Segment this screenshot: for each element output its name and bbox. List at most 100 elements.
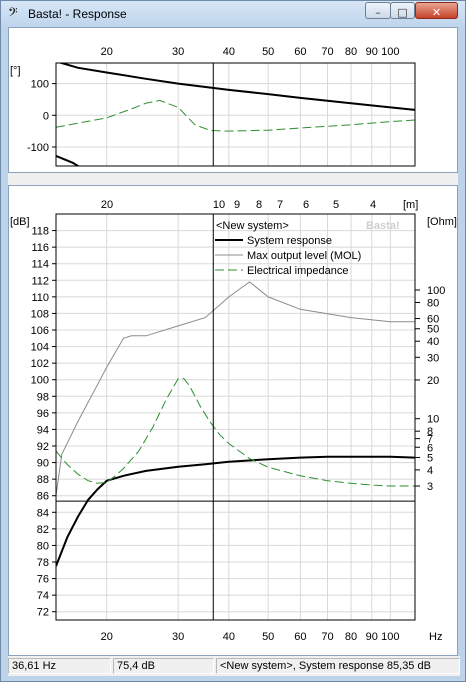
db-tick-label: 106 (31, 325, 49, 337)
wavelength-tick-label: 4 (370, 199, 376, 211)
window-title: Basta! - Response (28, 7, 127, 21)
ohm-axis-label: [Ohm] (427, 216, 457, 228)
db-tick-label: 92 (37, 441, 49, 453)
ohm-tick-label: 6 (427, 442, 433, 454)
system-response-line (56, 455, 415, 567)
db-tick-label: 74 (37, 590, 49, 602)
legend-title: <New system> (216, 220, 289, 232)
phase-x-tick-label: 20 (101, 46, 113, 58)
ohm-tick-label: 20 (427, 375, 439, 387)
ohm-tick-label: 100 (427, 285, 445, 297)
db-tick-label: 114 (31, 259, 49, 271)
ohm-tick-label: 40 (427, 336, 439, 348)
minimize-icon: – (375, 6, 381, 19)
response-x-tick-label: 90 (366, 631, 378, 643)
wavelength-tick-label: 5 (333, 199, 339, 211)
ohm-tick-label: 50 (427, 324, 439, 336)
db-tick-label: 116 (31, 242, 49, 254)
db-tick-label: 80 (37, 540, 49, 552)
phase-x-tick-label: 80 (345, 46, 357, 58)
wavelength-axis-label: [m] (403, 199, 418, 211)
response-x-tick-label: 20 (101, 631, 113, 643)
wavelength-tick-label: 8 (256, 199, 262, 211)
title-bar[interactable]: 𝄢 Basta! - Response – □ ✕ (1, 1, 465, 27)
phase-response-line (57, 63, 415, 111)
close-icon: ✕ (431, 6, 442, 19)
wavelength-tick-label: 7 (277, 199, 283, 211)
wavelength-tick-label: 10 (213, 199, 225, 211)
ohm-tick-label: 10 (427, 414, 439, 426)
status-bar: 36,61 Hz 75,4 dB <New system>, System re… (8, 656, 460, 676)
watermark: Basta! (366, 220, 400, 232)
response-x-tick-label: 50 (262, 631, 274, 643)
phase-y-tick-label: 100 (31, 79, 49, 91)
maximize-button[interactable]: □ (390, 2, 415, 19)
status-frequency: 36,61 Hz (8, 658, 111, 674)
maximize-icon: □ (397, 6, 408, 19)
status-level: 75,4 dB (113, 658, 214, 674)
response-x-tick-label: 60 (294, 631, 306, 643)
db-tick-label: 104 (31, 342, 49, 354)
phase-axis-label: [°] (10, 65, 21, 77)
phase-x-tick-label: 40 (223, 46, 235, 58)
legend-impedance: Electrical impedance (247, 265, 349, 277)
phase-response-wrap-line (56, 154, 80, 166)
status-info: <New system>, System response 85,35 dB (216, 658, 460, 674)
ohm-tick-label: 7 (427, 434, 433, 446)
ohm-tick-label: 80 (427, 297, 439, 309)
ohm-tick-label: 4 (427, 465, 433, 477)
db-tick-label: 100 (31, 375, 49, 387)
db-tick-label: 86 (37, 491, 49, 503)
phase-y-tick-label: 0 (43, 110, 49, 122)
phase-x-tick-label: 90 (366, 46, 378, 58)
phase-x-tick-label: 100 (381, 46, 399, 58)
response-plot-frame (55, 213, 416, 621)
ohm-tick-label: 8 (427, 426, 433, 438)
phase-impedance-line (56, 99, 415, 132)
ohm-tick-label: 30 (427, 352, 439, 364)
wavelength-tick-label: 20 (101, 199, 113, 211)
response-x-tick-label: 40 (223, 631, 235, 643)
db-tick-label: 112 (31, 275, 49, 287)
impedance-line (56, 378, 415, 487)
db-tick-label: 94 (37, 424, 49, 436)
minimize-button[interactable]: – (365, 2, 391, 19)
phase-x-tick-label: 30 (172, 46, 184, 58)
phase-x-tick-label: 50 (262, 46, 274, 58)
response-x-tick-label: 70 (321, 631, 333, 643)
db-tick-label: 102 (31, 358, 49, 370)
response-x-tick-label: 100 (381, 631, 399, 643)
db-tick-label: 88 (37, 474, 49, 486)
phase-x-tick-label: 70 (321, 46, 333, 58)
phase-panel[interactable]: 20 30 40 50 60 70 80 90 100 100 0 -100 [°] (8, 27, 458, 173)
x-unit-label: Hz (429, 631, 442, 643)
legend-response: System response (247, 235, 332, 247)
ohm-tick-label: 5 (427, 452, 433, 464)
panel-splitter[interactable] (8, 173, 458, 185)
wavelength-tick-label: 6 (303, 199, 309, 211)
phase-x-tick-label: 60 (294, 46, 306, 58)
mol-line (56, 281, 415, 496)
db-tick-label: 110 (31, 292, 49, 304)
ohm-tick-label: 60 (427, 314, 439, 326)
close-button[interactable]: ✕ (415, 2, 458, 19)
db-tick-label: 96 (37, 408, 49, 420)
bass-clef-icon: 𝄢 (8, 5, 18, 23)
db-tick-label: 108 (31, 308, 49, 320)
db-tick-label: 98 (37, 391, 49, 403)
ohm-tick-label: 3 (427, 481, 433, 493)
legend-mol: Max output level (MOL) (247, 250, 361, 262)
db-tick-label: 90 (37, 458, 49, 470)
phase-y-tick-label: -100 (27, 142, 49, 154)
db-tick-label: 76 (37, 574, 49, 586)
db-tick-label: 118 (31, 226, 49, 238)
db-tick-label: 84 (37, 507, 49, 519)
response-chart[interactable]: 20 30 40 50 60 70 80 90 100118116114112110108106… (9, 186, 457, 655)
response-panel[interactable]: 20 30 40 50 60 70 80 90 100 118 116 114 112 110 108 106… (8, 185, 458, 656)
wavelength-tick-label: 9 (234, 199, 240, 211)
db-tick-label: 78 (37, 557, 49, 569)
response-x-tick-label: 80 (345, 631, 357, 643)
db-axis-label: [dB] (10, 216, 30, 228)
